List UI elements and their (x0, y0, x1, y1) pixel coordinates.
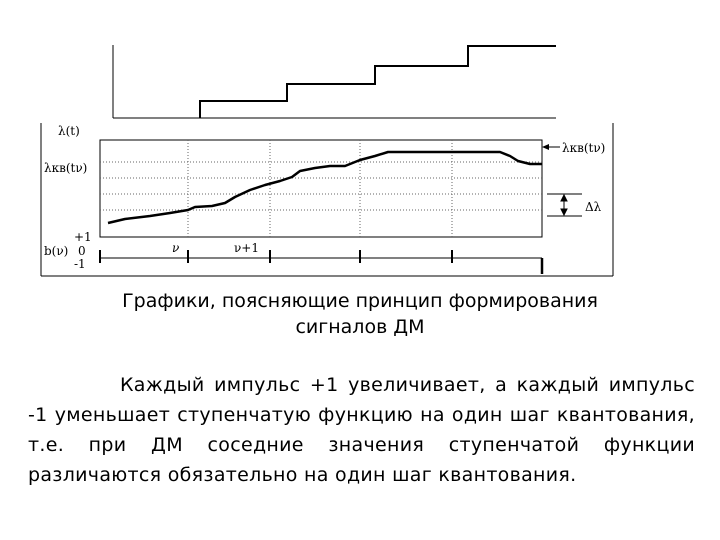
label-lambda-t: λ(t) (58, 124, 80, 138)
impulse-axis (99, 250, 544, 274)
delta-lambda-marker (547, 193, 582, 217)
delta-modulation-diagram: λ(t) λкв(tν) λкв(tν) Δλ b(ν) +1 0 -1 ν ν… (40, 45, 614, 277)
lambda-sq-pointer (542, 144, 560, 150)
grid-vertical-lines (187, 140, 453, 237)
label-delta-lambda: Δλ (585, 200, 602, 214)
label-minus-one: -1 (74, 257, 86, 271)
figure-caption: Графики, поясняющие принцип формирования… (60, 288, 660, 340)
caption-line-1: Графики, поясняющие принцип формирования (122, 290, 598, 312)
label-zero: 0 (78, 244, 86, 258)
grid-box (99, 139, 543, 238)
delta-lambda-arrow-up (560, 193, 568, 202)
signal-panel: λ(t) λкв(tν) λкв(tν) Δλ b(ν) +1 0 -1 ν ν… (40, 123, 614, 277)
signal-curve (107, 150, 542, 225)
label-b-nu: b(ν) (44, 244, 68, 258)
label-lambda-sq-right: λкв(tν) (562, 141, 605, 155)
grid-horizontal-lines (100, 161, 542, 211)
label-plus-one: +1 (74, 230, 92, 244)
label-nu: ν (172, 241, 179, 255)
label-nu-plus-1: ν+1 (234, 241, 259, 255)
explanation-paragraph: Каждый импульс +1 увеличивает, а каждый … (28, 374, 695, 486)
delta-lambda-arrow-down (560, 208, 568, 217)
caption-line-2: сигналов ДМ (295, 316, 425, 338)
staircase-function (199, 45, 556, 118)
label-lambda-sq-left: λкв(tν) (44, 161, 87, 175)
staircase-panel (112, 45, 556, 119)
lambda-sq-pointer-arrow (542, 144, 549, 150)
diagram-labels: λ(t) λкв(tν) λкв(tν) Δλ b(ν) +1 0 -1 ν ν… (44, 124, 605, 271)
